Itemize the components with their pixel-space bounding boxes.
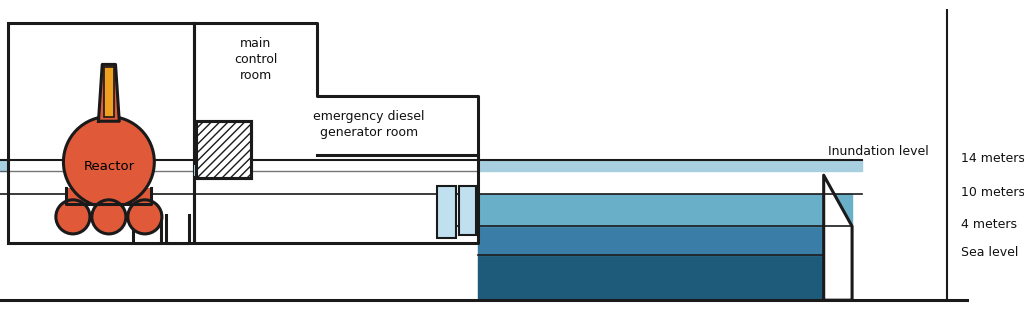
Text: Inundation level: Inundation level: [828, 145, 929, 158]
Text: emergency diesel
generator room: emergency diesel generator room: [313, 109, 425, 138]
Polygon shape: [478, 255, 823, 300]
Text: 14 meters: 14 meters: [961, 152, 1024, 165]
Bar: [67, 188, 152, 204]
Bar: [195, 165, 196, 176]
Polygon shape: [440, 194, 852, 226]
Text: Reactor: Reactor: [83, 160, 134, 173]
Circle shape: [56, 200, 90, 234]
Bar: [104, 67, 114, 117]
Circle shape: [92, 200, 126, 234]
Bar: [132, 215, 161, 243]
Text: main
control
room: main control room: [233, 37, 278, 82]
Bar: [459, 185, 476, 235]
Text: Sea level: Sea level: [961, 246, 1018, 259]
Polygon shape: [0, 160, 861, 171]
Bar: [437, 185, 457, 238]
Circle shape: [128, 200, 162, 234]
Polygon shape: [478, 226, 823, 255]
Bar: [196, 121, 251, 178]
Polygon shape: [98, 64, 119, 121]
Bar: [7, 23, 195, 243]
Bar: [166, 215, 189, 243]
Bar: [196, 121, 251, 178]
Text: 10 meters: 10 meters: [961, 186, 1024, 199]
Text: 4 meters: 4 meters: [961, 218, 1017, 231]
Circle shape: [63, 117, 155, 207]
Polygon shape: [823, 175, 852, 300]
Polygon shape: [195, 23, 478, 243]
